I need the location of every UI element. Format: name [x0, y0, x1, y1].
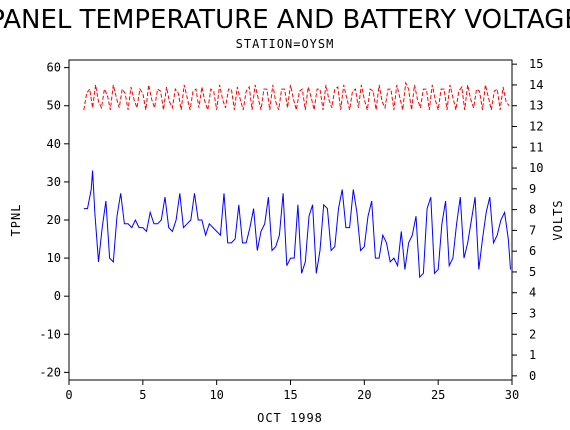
- y-right-tick-label: 12: [529, 119, 543, 133]
- x-axis: 0 5 10 15 20 25 30: [65, 380, 519, 402]
- y-left-tick-label: 30: [47, 175, 61, 189]
- series-layer: [83, 81, 511, 279]
- y-right-tick-label: 14: [529, 78, 543, 92]
- y-right-tick-label: 0: [529, 369, 536, 383]
- x-tick-label: 10: [209, 388, 223, 402]
- y-left-tick-label: 20: [47, 213, 61, 227]
- y-left-tick-label: 60: [47, 61, 61, 75]
- y-left-tick-label: 0: [54, 289, 61, 303]
- y-right-tick-label: 10: [529, 161, 543, 175]
- x-tick-label: 20: [357, 388, 371, 402]
- y-left-tick-label: -10: [39, 327, 61, 341]
- x-tick-label: 15: [283, 388, 297, 402]
- volts-series-line: [83, 81, 510, 111]
- y-right-tick-label: 3: [529, 307, 536, 321]
- chart-title: PANEL TEMPERATURE AND BATTERY VOLTAGE: [0, 5, 570, 35]
- y-left-tick-label: -20: [39, 365, 61, 379]
- x-tick-label: 0: [65, 388, 72, 402]
- tpnl-series-line: [83, 170, 511, 279]
- y-left-tick-label: 10: [47, 251, 61, 265]
- x-tick-label: 25: [431, 388, 445, 402]
- y-right-tick-label: 2: [529, 327, 536, 341]
- y-right-tick-label: 13: [529, 99, 543, 113]
- y-axis-left: -20 -10 0 10 20 30 40 50 60: [39, 61, 69, 379]
- y-right-tick-label: 11: [529, 140, 543, 154]
- y-axis-label-left: TPNL: [9, 204, 23, 237]
- chart-subtitle: STATION=OYSM: [236, 37, 335, 51]
- y-right-tick-label: 15: [529, 57, 543, 71]
- y-axis-label-right: VOLTS: [551, 199, 565, 240]
- y-right-tick-label: 1: [529, 348, 536, 362]
- x-axis-label: OCT 1998: [257, 411, 323, 425]
- x-tick-label: 30: [505, 388, 519, 402]
- y-right-tick-label: 4: [529, 286, 536, 300]
- y-left-tick-label: 50: [47, 99, 61, 113]
- y-right-tick-label: 8: [529, 203, 536, 217]
- y-left-tick-label: 40: [47, 137, 61, 151]
- y-right-tick-label: 7: [529, 223, 536, 237]
- x-tick-label: 5: [139, 388, 146, 402]
- y-right-tick-label: 5: [529, 265, 536, 279]
- y-right-tick-label: 9: [529, 182, 536, 196]
- y-right-tick-label: 6: [529, 244, 536, 258]
